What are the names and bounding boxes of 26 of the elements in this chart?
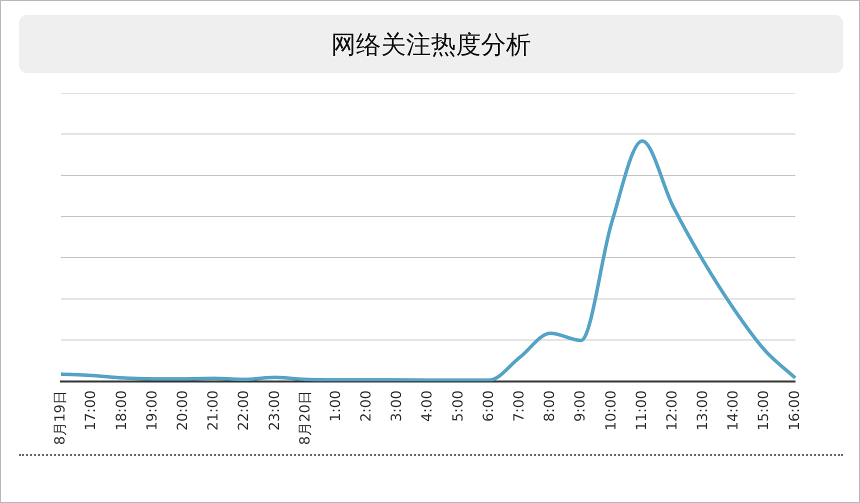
x-tick-label: 22:00	[236, 390, 252, 431]
x-tick-label: 8:00	[542, 390, 558, 422]
x-tick-label: 8月20日	[297, 390, 314, 446]
x-tick-label: 14:00	[726, 390, 742, 431]
x-tick-label: 16:00	[786, 390, 803, 431]
x-tick-label: 20:00	[175, 390, 192, 431]
x-tick-label: 9:00	[572, 390, 589, 422]
chart-title: 网络关注热度分析	[19, 15, 843, 73]
x-tick-label: 6:00	[480, 390, 497, 422]
x-tick-label: 5:00	[450, 390, 466, 422]
x-tick-label: 18:00	[114, 390, 130, 431]
x-tick-label: 15:00	[756, 390, 772, 431]
x-tick-label: 7:00	[512, 390, 528, 422]
x-tick-label: 23:00	[266, 390, 283, 431]
x-tick-label: 21:00	[206, 390, 222, 431]
x-tick-label: 2:00	[358, 390, 375, 422]
x-tick-label: 11:00	[634, 390, 650, 431]
x-tick-label: 13:00	[695, 390, 712, 431]
x-tick-label: 4:00	[420, 390, 436, 422]
x-tick-label: 17:00	[83, 390, 100, 431]
x-tick-label: 3:00	[389, 390, 406, 422]
x-tick-label: 12:00	[664, 390, 680, 431]
x-tick-label: 8月19日	[52, 390, 69, 446]
x-tick-label: 10:00	[603, 390, 620, 431]
x-tick-label: 19:00	[144, 390, 160, 431]
x-tick-label: 1:00	[328, 390, 344, 422]
